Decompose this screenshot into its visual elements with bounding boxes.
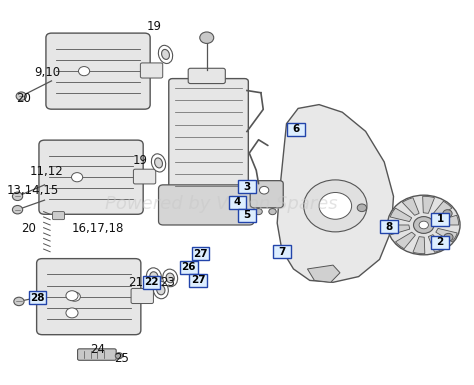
Text: 24: 24 — [91, 343, 106, 357]
Circle shape — [443, 210, 452, 218]
FancyBboxPatch shape — [78, 349, 116, 360]
Circle shape — [319, 192, 352, 219]
Circle shape — [357, 204, 366, 212]
Text: 13,14,15: 13,14,15 — [7, 184, 59, 197]
FancyBboxPatch shape — [46, 33, 150, 109]
Circle shape — [14, 297, 24, 306]
Text: 4: 4 — [234, 197, 241, 207]
Text: 25: 25 — [114, 352, 129, 365]
Text: 3: 3 — [243, 182, 251, 192]
Text: 21: 21 — [128, 276, 143, 289]
Text: 11,12: 11,12 — [30, 165, 64, 178]
Circle shape — [12, 206, 23, 214]
FancyBboxPatch shape — [53, 212, 64, 219]
FancyBboxPatch shape — [189, 274, 207, 287]
FancyBboxPatch shape — [431, 236, 449, 249]
Text: 7: 7 — [278, 247, 285, 257]
FancyBboxPatch shape — [191, 247, 209, 260]
Circle shape — [413, 217, 434, 233]
Text: 19: 19 — [132, 154, 147, 166]
FancyBboxPatch shape — [287, 123, 305, 136]
Text: 16,17,18: 16,17,18 — [72, 222, 124, 235]
Polygon shape — [423, 196, 435, 213]
Circle shape — [69, 292, 81, 301]
Circle shape — [66, 291, 78, 301]
Circle shape — [72, 172, 82, 182]
Text: 6: 6 — [292, 124, 300, 134]
Polygon shape — [308, 265, 340, 282]
Text: 20: 20 — [21, 222, 36, 235]
Circle shape — [16, 92, 27, 100]
Text: 9,10: 9,10 — [34, 65, 60, 79]
Circle shape — [255, 209, 262, 215]
Circle shape — [115, 353, 123, 359]
Circle shape — [79, 67, 90, 76]
Text: 27: 27 — [193, 249, 208, 259]
Text: 23: 23 — [160, 276, 175, 289]
Text: 19: 19 — [146, 20, 161, 33]
FancyBboxPatch shape — [273, 245, 291, 258]
Circle shape — [304, 180, 367, 232]
FancyBboxPatch shape — [180, 261, 198, 273]
Ellipse shape — [151, 154, 166, 172]
Ellipse shape — [158, 45, 173, 64]
Text: 28: 28 — [30, 293, 45, 303]
Ellipse shape — [150, 272, 158, 281]
Text: 20: 20 — [16, 92, 31, 105]
Text: Powered by Vision Spares: Powered by Vision Spares — [105, 195, 337, 213]
Circle shape — [12, 192, 23, 201]
Circle shape — [444, 233, 453, 241]
FancyBboxPatch shape — [36, 259, 141, 335]
FancyBboxPatch shape — [29, 291, 46, 304]
FancyBboxPatch shape — [431, 213, 449, 226]
Ellipse shape — [154, 281, 168, 299]
Ellipse shape — [162, 49, 169, 59]
FancyBboxPatch shape — [133, 169, 156, 184]
Ellipse shape — [157, 285, 165, 295]
Text: 8: 8 — [385, 222, 392, 232]
Text: 5: 5 — [243, 211, 251, 221]
Polygon shape — [436, 228, 457, 242]
FancyBboxPatch shape — [131, 288, 154, 303]
Text: 27: 27 — [191, 275, 205, 285]
Circle shape — [200, 32, 214, 44]
Polygon shape — [432, 201, 452, 218]
FancyBboxPatch shape — [380, 220, 398, 233]
FancyBboxPatch shape — [158, 185, 254, 225]
FancyBboxPatch shape — [39, 140, 143, 214]
Text: 26: 26 — [182, 262, 196, 272]
Polygon shape — [389, 225, 410, 235]
FancyBboxPatch shape — [238, 180, 256, 193]
Ellipse shape — [146, 268, 161, 285]
FancyBboxPatch shape — [229, 196, 246, 209]
Polygon shape — [390, 208, 412, 222]
Ellipse shape — [155, 158, 163, 168]
Polygon shape — [428, 234, 445, 252]
Circle shape — [387, 195, 460, 255]
Polygon shape — [438, 215, 459, 225]
Text: 2: 2 — [437, 237, 444, 247]
FancyBboxPatch shape — [140, 63, 163, 78]
Ellipse shape — [163, 269, 178, 287]
Polygon shape — [277, 105, 393, 282]
Polygon shape — [395, 232, 415, 249]
Circle shape — [269, 209, 276, 215]
Circle shape — [66, 308, 78, 318]
FancyBboxPatch shape — [169, 79, 248, 196]
FancyBboxPatch shape — [250, 181, 283, 208]
Circle shape — [259, 186, 269, 194]
Circle shape — [419, 221, 428, 229]
FancyBboxPatch shape — [238, 209, 256, 222]
Ellipse shape — [166, 273, 174, 283]
Text: 1: 1 — [437, 214, 444, 224]
Polygon shape — [413, 237, 425, 254]
FancyBboxPatch shape — [188, 68, 225, 84]
Polygon shape — [402, 198, 419, 215]
FancyBboxPatch shape — [143, 276, 160, 289]
Text: 22: 22 — [144, 277, 159, 287]
